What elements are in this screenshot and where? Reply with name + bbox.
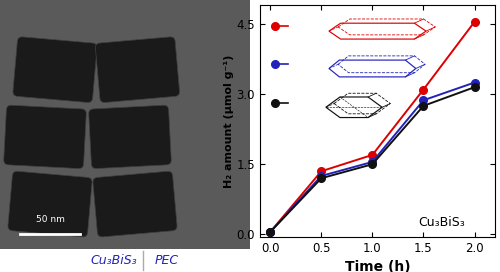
X-axis label: Time (h): Time (h): [344, 260, 410, 272]
Text: Cu₃BiS₃: Cu₃BiS₃: [418, 216, 465, 229]
FancyBboxPatch shape: [96, 37, 180, 103]
Text: Cu₃BiS₃: Cu₃BiS₃: [91, 254, 138, 267]
Text: 50 nm: 50 nm: [36, 215, 64, 224]
FancyBboxPatch shape: [13, 37, 97, 103]
Y-axis label: H₂ amount (μmol g⁻¹): H₂ amount (μmol g⁻¹): [224, 54, 234, 188]
FancyBboxPatch shape: [88, 105, 172, 169]
FancyBboxPatch shape: [8, 171, 92, 237]
FancyBboxPatch shape: [4, 105, 86, 169]
FancyBboxPatch shape: [93, 171, 177, 237]
Text: PEC: PEC: [155, 254, 179, 267]
